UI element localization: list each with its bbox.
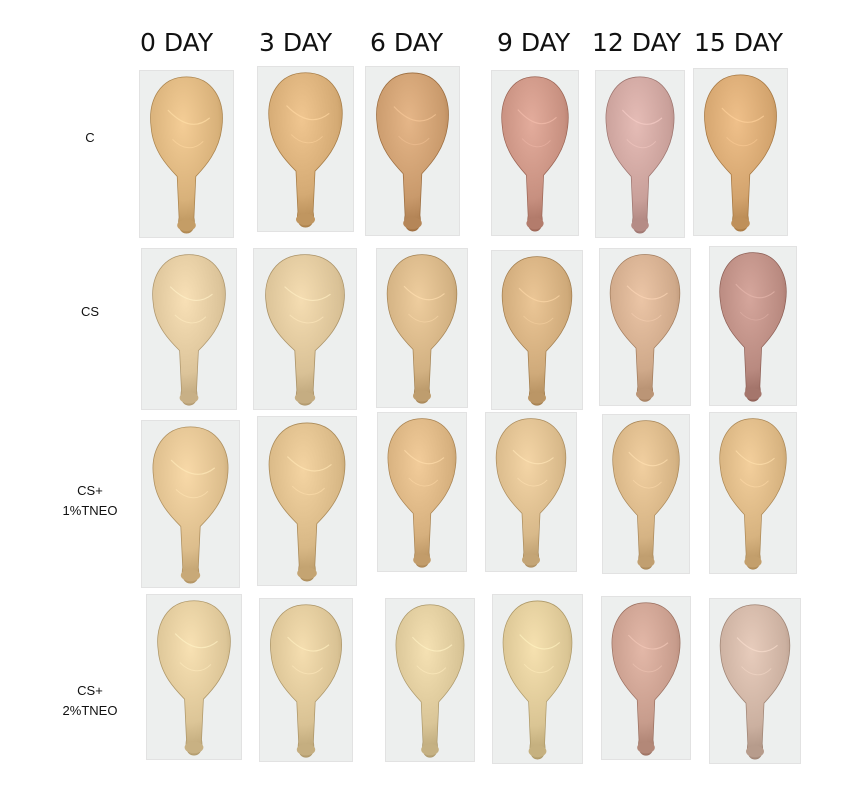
chicken-drumstick-photo	[139, 70, 234, 238]
chicken-drumstick-photo	[709, 412, 797, 574]
chicken-drumstick-photo	[491, 250, 583, 410]
column-header-day-6: 6 DAY	[370, 28, 444, 57]
row-label-cs: CS	[80, 304, 100, 319]
row-label-cs-1pct-tneo: CS+ 1%TNEO	[62, 483, 118, 519]
row-label-cs-2pct-tneo: CS+ 2%TNEO	[62, 683, 118, 719]
chicken-drumstick-photo	[709, 246, 797, 406]
chicken-drumstick-photo	[385, 598, 475, 762]
chicken-drumstick-photo	[141, 248, 237, 410]
chicken-drumstick-photo	[602, 414, 690, 574]
column-header-day-15: 15 DAY	[694, 28, 784, 57]
chicken-drumstick-photo	[601, 596, 691, 760]
chicken-drumstick-photo	[146, 594, 242, 760]
chicken-drumstick-photo	[141, 420, 240, 588]
chicken-drumstick-photo	[365, 66, 460, 236]
chicken-drumstick-photo	[253, 248, 357, 410]
column-header-day-3: 3 DAY	[259, 28, 333, 57]
chicken-drumstick-photo	[491, 70, 579, 236]
row-label-c: C	[85, 130, 95, 145]
column-header-day-0: 0 DAY	[140, 28, 214, 57]
chicken-drumstick-photo	[485, 412, 577, 572]
chicken-drumstick-photo	[693, 68, 788, 236]
chicken-drumstick-photo	[599, 248, 691, 406]
column-header-day-12: 12 DAY	[592, 28, 682, 57]
chicken-drumstick-photo	[709, 598, 801, 764]
chicken-drumstick-photo	[259, 598, 353, 762]
chicken-drumstick-photo	[376, 248, 468, 408]
column-header-day-9: 9 DAY	[497, 28, 571, 57]
chicken-drumstick-photo	[492, 594, 583, 764]
chicken-drumstick-photo	[257, 416, 357, 586]
chicken-drumstick-photo	[595, 70, 685, 238]
chicken-drumstick-photo	[377, 412, 467, 572]
chicken-drumstick-photo	[257, 66, 354, 232]
